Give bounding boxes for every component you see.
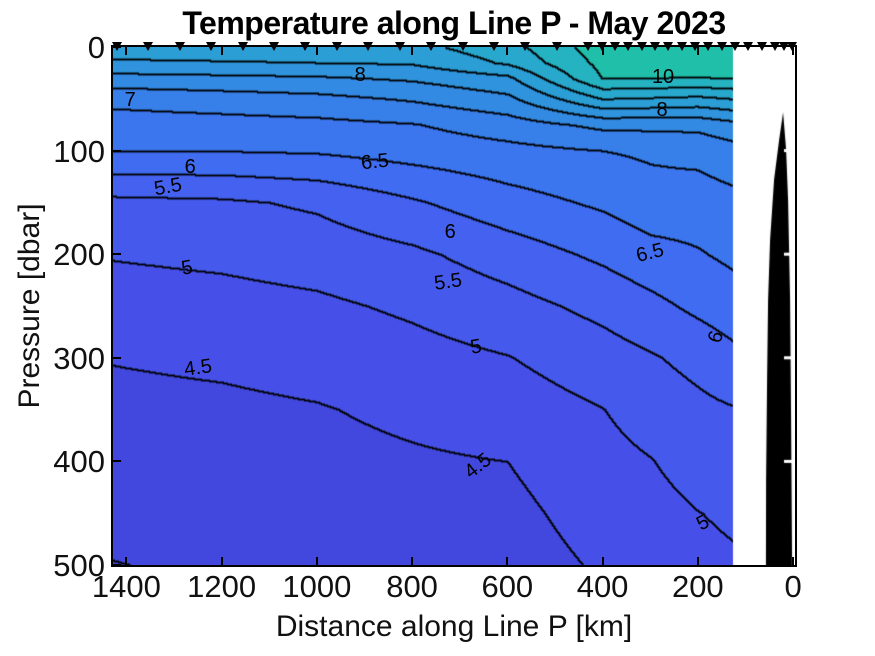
y-tick-label: 0 [87, 30, 105, 65]
x-tick-mark [601, 557, 604, 565]
x-tick-label: 1000 [282, 569, 352, 604]
contour-label: 7 [124, 88, 136, 111]
contour-label: 5.5 [152, 173, 184, 201]
station-marker-icon [331, 42, 342, 51]
y-tick-label: 100 [53, 133, 105, 169]
x-tick-label: 600 [481, 569, 534, 604]
station-marker-icon [779, 42, 790, 51]
y-axis-label: Pressure [dbar] [13, 203, 46, 409]
y-tick-mark [113, 356, 121, 359]
station-marker-icon [206, 42, 217, 51]
y-tick-mark [113, 460, 121, 463]
y-tick-mark [113, 564, 121, 566]
x-tick-label: 0 [784, 569, 802, 604]
x-tick-mark [696, 557, 699, 565]
station-marker-icon [729, 42, 740, 51]
station-marker-icon [426, 42, 437, 51]
contour-label: 8 [656, 99, 668, 122]
x-tick-mark-top [125, 47, 128, 55]
station-marker-icon [489, 42, 499, 51]
x-tick-mark-top [315, 47, 318, 55]
chart-title: Temperature along Line P - May 2023 [182, 5, 726, 41]
contour-label: 6.5 [359, 149, 390, 175]
station-marker-icon [237, 42, 248, 51]
station-marker-icon [663, 42, 674, 51]
x-tick-mark-top [601, 47, 604, 55]
contour-label: 4.5 [182, 355, 214, 381]
y-tick-mark [113, 253, 121, 256]
station-marker-icon [143, 42, 154, 51]
x-tick-label: 400 [576, 569, 629, 604]
station-marker-icon [363, 42, 374, 51]
x-tick-label: 800 [386, 569, 438, 604]
station-marker-icon [716, 42, 727, 51]
x-tick-mark [125, 557, 128, 565]
station-marker-icon [756, 42, 767, 51]
contour-section-canvas [113, 47, 795, 565]
station-marker-icon [174, 42, 185, 51]
station-marker-icon [623, 42, 634, 51]
station-marker-icon [689, 42, 700, 51]
station-marker-icon [457, 42, 468, 51]
contour-label: 8 [354, 63, 366, 86]
station-marker-icon [583, 42, 594, 51]
x-tick-mark [411, 557, 414, 565]
station-marker-icon [609, 42, 620, 51]
station-marker-icon [787, 42, 798, 51]
station-marker-icon [676, 42, 687, 51]
contour-label: 6 [444, 221, 456, 244]
x-tick-label: 1200 [187, 569, 257, 604]
station-marker-icon [703, 42, 714, 51]
station-marker-icon [769, 42, 780, 51]
x-tick-mark [315, 557, 318, 565]
y-tick-label: 400 [53, 444, 105, 480]
station-marker-icon [300, 42, 311, 51]
x-tick-mark-top [220, 47, 223, 55]
x-tick-label: 200 [671, 569, 724, 604]
station-marker-icon [394, 42, 405, 51]
station-marker-icon [551, 42, 562, 51]
x-tick-mark [506, 557, 509, 565]
station-marker-icon [520, 42, 531, 51]
contour-label: 10 [651, 66, 675, 89]
x-tick-mark [220, 557, 223, 565]
contour-label: 6 [184, 156, 196, 179]
station-marker-icon [596, 42, 607, 51]
x-tick-mark-top [506, 47, 509, 55]
x-axis-label: Distance along Line P [km] [275, 610, 633, 643]
x-tick-mark [792, 557, 795, 565]
x-tick-mark-top [792, 47, 795, 55]
y-tick-label: 300 [53, 340, 105, 376]
plot-area [111, 45, 797, 567]
x-tick-label: 1400 [91, 569, 161, 604]
x-tick-mark-top [411, 47, 414, 55]
station-marker-icon [636, 42, 647, 51]
station-marker-icon [111, 42, 122, 51]
station-marker-icon [743, 42, 754, 51]
contour-label: 5.5 [432, 269, 464, 296]
station-marker-icon [649, 42, 660, 51]
station-marker-icon [268, 42, 279, 51]
x-tick-mark-top [696, 47, 699, 55]
y-tick-label: 500 [53, 548, 105, 583]
y-tick-mark [113, 149, 121, 152]
y-tick-label: 200 [53, 237, 105, 273]
